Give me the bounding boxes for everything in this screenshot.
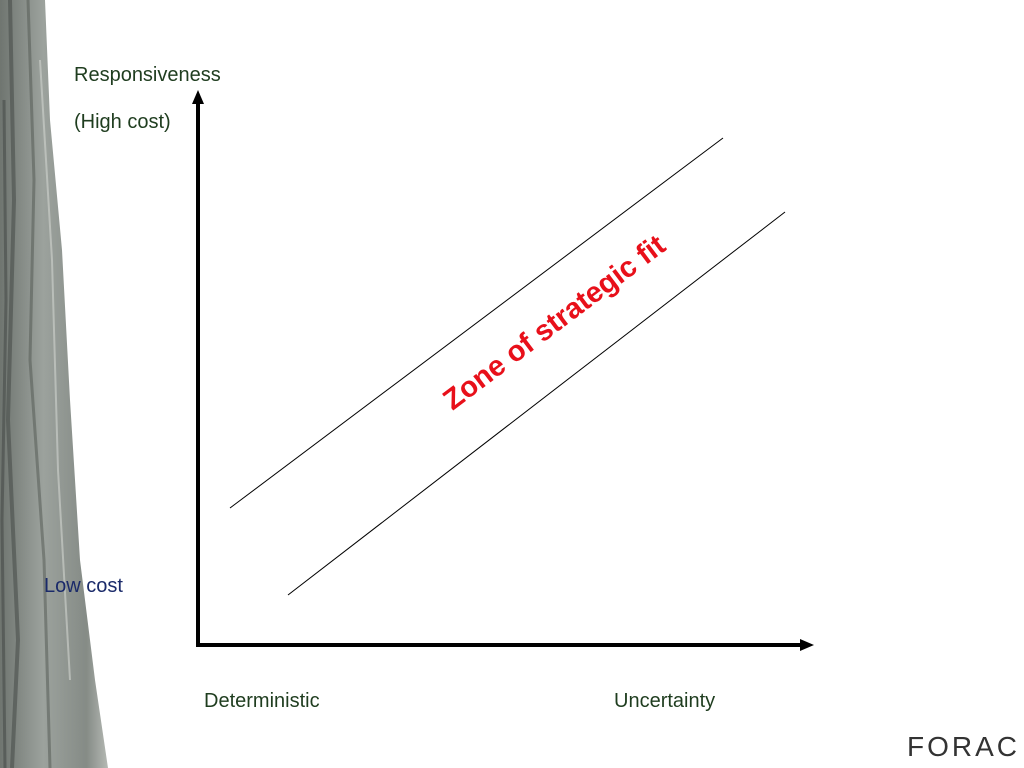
x-axis-left-label: Deterministic [204, 690, 320, 712]
y-axis-title: Responsiveness [74, 64, 221, 86]
zone-bounds [229, 137, 786, 596]
y-axis-subtitle: (High cost) [74, 111, 171, 133]
y-axis-low-label: Low cost [44, 575, 123, 597]
logo: FORAC [907, 731, 1020, 762]
zone-label: Zone of strategic fit [438, 229, 672, 417]
bark-decoration [0, 0, 108, 768]
axes [192, 90, 814, 651]
x-axis-right-label: Uncertainty [614, 690, 715, 712]
